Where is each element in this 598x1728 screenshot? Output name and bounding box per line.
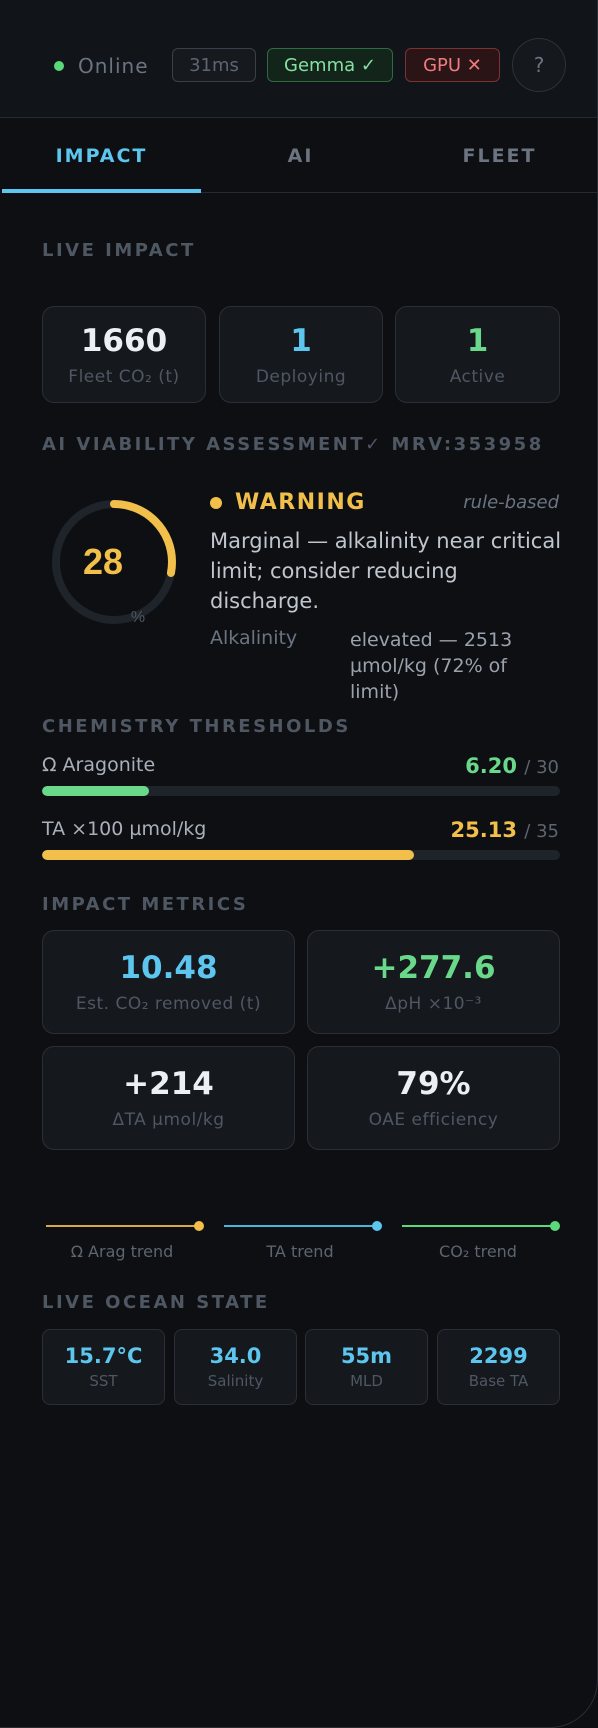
- alkalinity-label: Alkalinity: [210, 627, 298, 649]
- latency-badge: 31ms: [172, 48, 256, 82]
- sst-value: 15.7°C: [64, 1344, 143, 1368]
- co2-removed-value: 10.48: [119, 950, 218, 986]
- oae-efficiency-value: 79%: [396, 1066, 471, 1102]
- tab-fleet[interactable]: FLEET: [462, 144, 537, 167]
- alkalinity-value: elevated — 2513 µmol/kg (72% of limit): [350, 629, 513, 703]
- impact-metrics-title: IMPACT METRICS: [42, 894, 249, 915]
- ai-assessment-title: AI VIABILITY ASSESSMENT✓ MRV:353958: [42, 434, 544, 455]
- aragonite-trend-label: Ω Arag trend: [70, 1242, 174, 1261]
- active-label: Active: [449, 366, 506, 387]
- fleet-co2-card: 1660 Fleet CO₂ (t): [42, 306, 206, 403]
- aragonite-value-group: 6.20 / 30: [465, 754, 559, 778]
- tab-bar: IMPACT AI FLEET: [2, 118, 597, 193]
- delta-ph-card: +277.6 ΔpH ×10⁻³: [307, 930, 560, 1034]
- ta-label: TA ×100 µmol/kg: [42, 818, 207, 840]
- mld-card: 55m MLD: [305, 1329, 428, 1405]
- ta-value-group: 25.13 / 35: [451, 818, 559, 842]
- gauge-arc: [52, 500, 176, 624]
- sst-label: SST: [89, 1372, 118, 1390]
- aragonite-value: 6.20: [465, 754, 517, 778]
- ta-trend-label: TA trend: [266, 1242, 334, 1261]
- assessment-message: Marginal — alkalinity near critical limi…: [210, 529, 562, 613]
- sst-card: 15.7°C SST: [42, 1329, 165, 1405]
- deploying-card: 1 Deploying: [219, 306, 383, 403]
- tab-ai[interactable]: AI: [287, 144, 314, 167]
- delta-ta-card: +214 ΔTA µmol/kg: [42, 1046, 295, 1150]
- model-status-badge: Gemma ✓: [267, 48, 393, 82]
- live-impact-title: LIVE IMPACT: [42, 240, 196, 261]
- aragonite-trend-point: [194, 1221, 204, 1231]
- aragonite-max: / 30: [524, 757, 559, 778]
- salinity-label: Salinity: [207, 1372, 264, 1390]
- assessment-source: rule-based: [463, 492, 559, 513]
- oae-efficiency-card: 79% OAE efficiency: [307, 1046, 560, 1150]
- ta-max: / 35: [524, 821, 559, 842]
- ocean-state-title: LIVE OCEAN STATE: [42, 1292, 270, 1313]
- active-value: 1: [466, 322, 489, 359]
- mrv-id: ✓ MRV:353958: [365, 434, 544, 455]
- tab-impact[interactable]: IMPACT: [55, 144, 148, 167]
- salinity-card: 34.0 Salinity: [174, 1329, 297, 1405]
- online-label: Online: [78, 54, 149, 78]
- fleet-co2-label: Fleet CO₂ (t): [68, 366, 180, 387]
- aragonite-trend-sparkline: [46, 1221, 204, 1231]
- mld-value: 55m: [340, 1344, 393, 1368]
- aragonite-label: Ω Aragonite: [42, 754, 156, 776]
- co2-trend-label: CO₂ trend: [439, 1242, 517, 1261]
- ta-value: 25.13: [450, 818, 517, 842]
- ta-bar-fill: [42, 850, 414, 860]
- gauge-unit: %: [131, 609, 145, 626]
- online-indicator: Online: [54, 54, 149, 78]
- help-button[interactable]: ?: [512, 38, 566, 92]
- warning-dot-icon: [210, 497, 222, 509]
- deploying-value: 1: [290, 322, 312, 359]
- active-card: 1 Active: [395, 306, 560, 403]
- ta-bar: [42, 850, 560, 860]
- delta-ta-label: ΔTA µmol/kg: [112, 1110, 225, 1130]
- ai-assessment-title-text: AI VIABILITY ASSESSMENT: [42, 434, 366, 455]
- online-dot-icon: [54, 61, 64, 71]
- ta-trend-sparkline: [224, 1221, 382, 1231]
- base-ta-value: 2299: [469, 1344, 528, 1368]
- delta-ta-value: +214: [123, 1066, 214, 1102]
- co2-removed-label: Est. CO₂ removed (t): [75, 994, 262, 1014]
- aragonite-bar-fill: [42, 786, 150, 796]
- delta-ph-value: +277.6: [371, 950, 496, 986]
- oae-efficiency-label: OAE efficiency: [368, 1110, 499, 1130]
- deploying-label: Deploying: [255, 366, 347, 387]
- warning-status: WARNING: [235, 490, 366, 515]
- base-ta-label: Base TA: [468, 1372, 529, 1390]
- viability-gauge: 28 %: [52, 500, 176, 626]
- delta-ph-label: ΔpH ×10⁻³: [385, 994, 482, 1014]
- active-tab-indicator: [2, 189, 201, 193]
- co2-removed-card: 10.48 Est. CO₂ removed (t): [42, 930, 295, 1034]
- mld-label: MLD: [350, 1372, 383, 1390]
- gpu-status-badge: GPU ✕: [405, 48, 500, 82]
- co2-trend-point: [550, 1221, 560, 1231]
- gauge-score: 28: [83, 541, 123, 582]
- status-bar: Online 31ms Gemma ✓ GPU ✕ ?: [0, 0, 597, 118]
- co2-trend-sparkline: [402, 1221, 560, 1231]
- aragonite-bar: [42, 786, 560, 796]
- thresholds-title: CHEMISTRY THRESHOLDS: [42, 716, 351, 737]
- base-ta-card: 2299 Base TA: [437, 1329, 560, 1405]
- fleet-co2-value: 1660: [80, 322, 168, 359]
- ta-trend-point: [372, 1221, 382, 1231]
- salinity-value: 34.0: [209, 1344, 262, 1368]
